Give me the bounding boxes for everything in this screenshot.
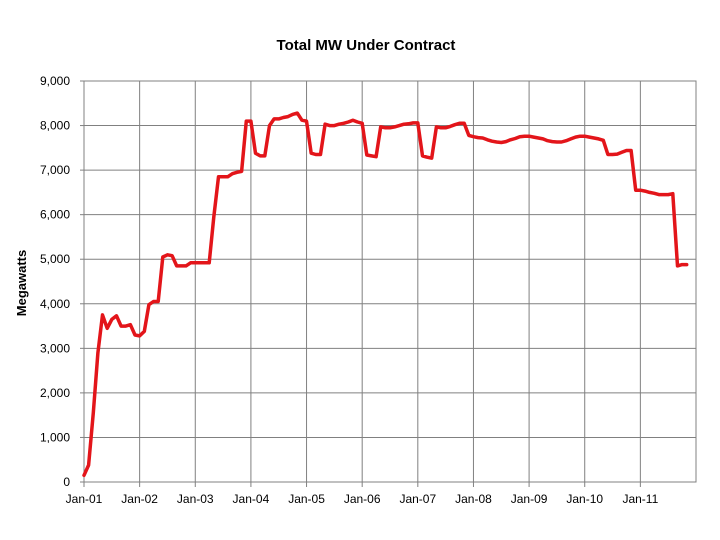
- series-group: [82, 111, 689, 478]
- x-tick-label: Jan-05: [288, 492, 325, 506]
- series-line-total-mw: [82, 111, 689, 478]
- y-axis-label: Megawatts: [14, 250, 29, 316]
- x-tick-label: Jan-07: [399, 492, 436, 506]
- y-axis-ticks: 0 1,000 2,000 3,000 4,000 5,000 6,000 7,000 8,00…: [40, 74, 84, 489]
- y-tick-label: 2,000: [40, 386, 70, 400]
- x-tick-label: Jan-02: [121, 492, 158, 506]
- x-tick-label: Jan-06: [344, 492, 381, 506]
- y-tick-label: 1,000: [40, 430, 70, 444]
- y-tick-label: 8,000: [40, 119, 70, 133]
- x-tick-label: Jan-11: [622, 492, 658, 506]
- x-tick-label: Jan-08: [455, 492, 492, 506]
- x-tick-label: Jan-03: [177, 492, 214, 506]
- y-tick-label: 3,000: [40, 341, 70, 355]
- y-tick-label: 7,000: [40, 163, 70, 177]
- y-tick-label: 9,000: [40, 74, 70, 88]
- chart-title: Total MW Under Contract: [277, 37, 456, 54]
- x-tick-label: Jan-10: [566, 492, 603, 506]
- x-tick-label: Jan-01: [66, 492, 103, 506]
- y-tick-label: 6,000: [40, 208, 70, 222]
- y-tick-label: 5,000: [40, 252, 70, 266]
- gridlines: [83, 80, 696, 483]
- y-tick-label: 0: [63, 475, 70, 489]
- y-tick-label: 4,000: [40, 297, 70, 311]
- x-tick-label: Jan-09: [511, 492, 548, 506]
- x-tick-label: Jan-04: [233, 492, 270, 506]
- x-axis-ticks: Jan-01 Jan-02 Jan-03 Jan-04 Jan-05 Jan-06 Jan-…: [66, 482, 659, 506]
- plot-area: [83, 80, 697, 483]
